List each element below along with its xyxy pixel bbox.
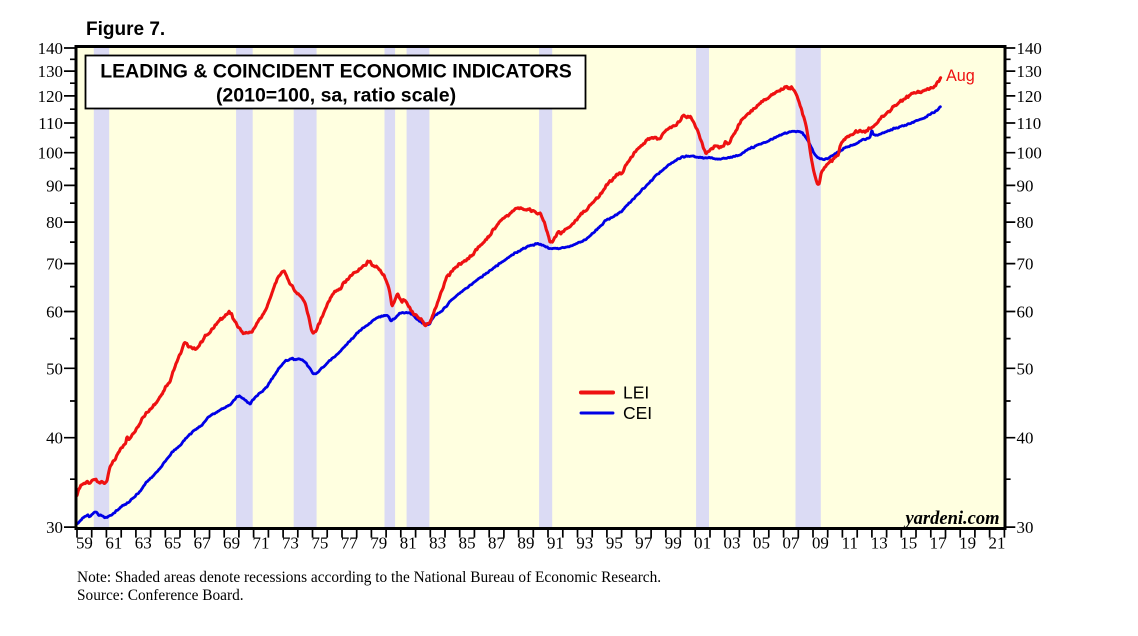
svg-text:90: 90 [1017,176,1034,195]
svg-text:30: 30 [46,518,63,537]
svg-text:yardeni.com: yardeni.com [903,509,999,529]
svg-text:130: 130 [1017,62,1042,81]
svg-text:21: 21 [989,534,1006,553]
svg-text:83: 83 [429,534,446,553]
svg-text:80: 80 [46,213,63,232]
svg-text:Aug: Aug [946,67,975,85]
svg-text:40: 40 [46,429,63,448]
svg-text:95: 95 [606,534,623,553]
svg-text:01: 01 [694,534,711,553]
svg-text:97: 97 [635,534,652,553]
svg-text:Source: Conference Board.: Source: Conference Board. [77,587,244,604]
svg-text:(2010=100, sa, ratio scale): (2010=100, sa, ratio scale) [216,85,456,107]
svg-text:110: 110 [38,114,63,133]
svg-text:50: 50 [46,359,63,378]
svg-text:100: 100 [38,144,63,163]
svg-text:130: 130 [38,62,63,81]
svg-text:60: 60 [46,303,63,322]
svg-text:19: 19 [959,534,976,553]
svg-text:93: 93 [576,534,593,553]
svg-text:Figure 7.: Figure 7. [86,19,165,40]
svg-text:89: 89 [518,534,535,553]
svg-text:80: 80 [1017,213,1034,232]
svg-text:60: 60 [1017,303,1034,322]
svg-text:71: 71 [253,534,270,553]
svg-text:61: 61 [105,534,122,553]
svg-text:81: 81 [400,534,417,553]
svg-text:79: 79 [370,534,387,553]
svg-text:07: 07 [782,534,799,553]
svg-text:91: 91 [547,534,564,553]
svg-text:15: 15 [900,534,917,553]
svg-text:40: 40 [1017,429,1034,448]
svg-text:77: 77 [341,534,358,553]
svg-text:09: 09 [812,534,829,553]
svg-text:13: 13 [871,534,888,553]
svg-text:120: 120 [1017,87,1042,106]
svg-text:50: 50 [1017,359,1034,378]
svg-text:LEI: LEI [623,383,649,403]
svg-text:70: 70 [46,255,63,274]
svg-text:87: 87 [488,534,505,553]
svg-text:140: 140 [1017,39,1042,58]
svg-text:69: 69 [223,534,240,553]
svg-text:85: 85 [459,534,476,553]
svg-text:11: 11 [842,534,858,553]
svg-text:59: 59 [76,534,93,553]
svg-text:75: 75 [311,534,328,553]
svg-text:100: 100 [1017,144,1042,163]
svg-text:63: 63 [135,534,152,553]
svg-text:110: 110 [1017,114,1042,133]
svg-text:90: 90 [46,176,63,195]
svg-text:73: 73 [282,534,299,553]
svg-text:120: 120 [38,87,63,106]
svg-text:CEI: CEI [623,403,652,423]
svg-text:99: 99 [665,534,682,553]
svg-text:140: 140 [38,39,63,58]
svg-text:Note: Shaded areas denote rece: Note: Shaded areas denote recessions acc… [77,569,661,586]
svg-text:67: 67 [194,534,211,553]
svg-text:17: 17 [930,534,947,553]
svg-text:03: 03 [724,534,741,553]
svg-text:05: 05 [753,534,770,553]
svg-text:70: 70 [1017,255,1034,274]
svg-text:LEADING & COINCIDENT ECONOMIC: LEADING & COINCIDENT ECONOMIC INDICATORS [100,61,572,83]
svg-text:65: 65 [164,534,181,553]
svg-text:30: 30 [1017,518,1034,537]
